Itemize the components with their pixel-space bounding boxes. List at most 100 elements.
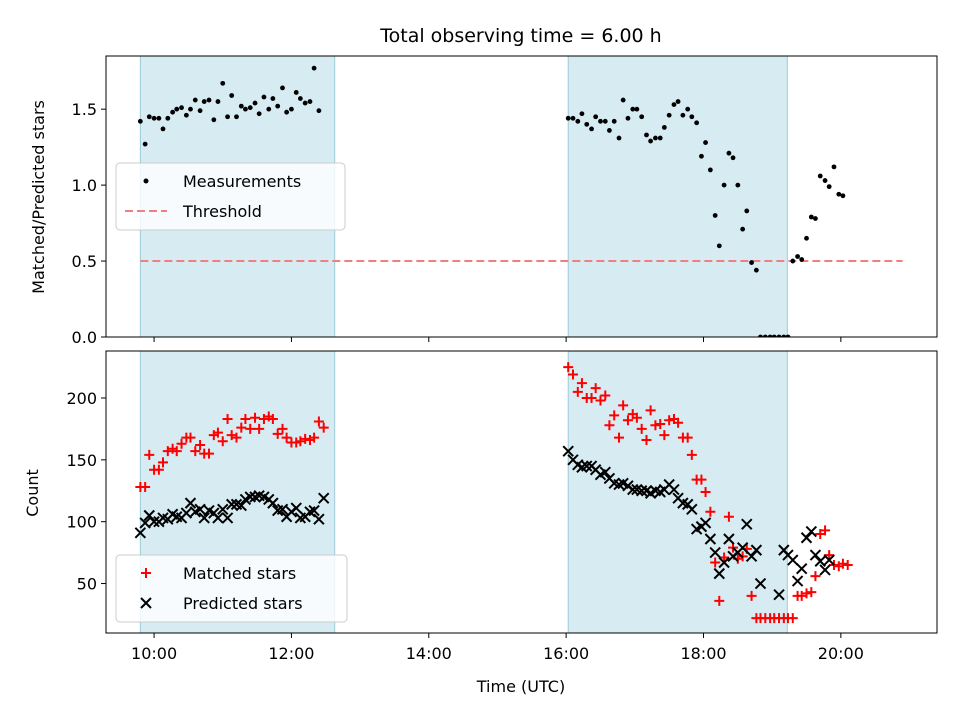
measurement-point (270, 96, 276, 101)
matched-point (806, 587, 817, 598)
matched-point (195, 440, 206, 450)
measurement-point (165, 115, 171, 121)
measurement-point (293, 90, 299, 95)
measurement-point (762, 334, 768, 337)
measurement-point (653, 135, 658, 141)
matched-point (650, 420, 661, 431)
predicted-point (823, 554, 835, 566)
predicted-point (741, 518, 753, 530)
measurement-point (735, 182, 741, 188)
matched-point (245, 423, 256, 434)
legend: Matched stars Predicted stars (115, 554, 348, 623)
measurement-point (137, 118, 143, 124)
legend-label: Predicted stars (183, 594, 303, 613)
measurement-point (799, 257, 805, 262)
matched-point (140, 482, 151, 493)
matched-point (631, 412, 642, 423)
matched-point (281, 432, 292, 443)
predicted-point (718, 556, 730, 569)
predicted-point (668, 483, 680, 496)
measurement-point (781, 334, 787, 337)
matched-point (277, 423, 288, 434)
measurement-point (776, 334, 782, 337)
series-matched-stars (135, 362, 853, 624)
measurement-point (598, 118, 603, 124)
x-axis-label: Time (UTC) (476, 677, 565, 696)
measurement-point (275, 103, 281, 109)
measurement-point (625, 115, 631, 121)
matched-point (614, 432, 625, 443)
predicted-point (581, 460, 593, 472)
measurement-point (661, 124, 667, 130)
matched-point (563, 362, 574, 373)
predicted-point (221, 512, 234, 524)
matched-point (185, 432, 196, 443)
matched-point (217, 436, 228, 447)
matched-point (719, 552, 730, 563)
matched-point (240, 414, 251, 425)
measurement-point (197, 108, 203, 114)
measurement-point (685, 106, 691, 112)
matched-point (820, 525, 831, 536)
measurement-point (822, 178, 828, 183)
predicted-point (736, 541, 749, 554)
y-tick-label: 1.0 (72, 176, 97, 195)
matched-point (609, 410, 620, 421)
matched-point (231, 432, 242, 443)
measurement-point (289, 106, 294, 112)
measurement-point (156, 115, 162, 121)
matched-point (576, 378, 587, 389)
predicted-point (773, 588, 785, 601)
predicted-point (244, 491, 256, 503)
x-tick-label: 14:00 (406, 644, 452, 663)
predicted-point (217, 503, 229, 516)
matched-point (700, 487, 711, 497)
measurement-point (565, 115, 571, 121)
measurement-point (699, 153, 704, 159)
measurement-point (712, 213, 718, 218)
legend-label: Threshold (182, 202, 262, 221)
measurement-point (211, 117, 217, 123)
y-tick-label: 150 (66, 451, 97, 470)
matched-point (171, 446, 182, 457)
y-tick-label: 200 (66, 389, 97, 408)
measurement-point (170, 109, 176, 115)
observing-window-2 (567, 56, 788, 337)
predicted-point (562, 445, 574, 457)
measurement-point (266, 106, 272, 112)
predicted-point (139, 517, 151, 529)
measurement-point (160, 126, 166, 132)
measurement-point (280, 85, 285, 91)
measurement-point (771, 334, 777, 337)
measurement-point (570, 115, 576, 121)
predicted-point (599, 466, 611, 478)
matched-point (746, 590, 757, 601)
measurement-point (256, 111, 262, 117)
predicted-point (225, 498, 238, 511)
y-tick-label: 0.0 (72, 328, 97, 347)
measurement-point (611, 118, 617, 124)
predicted-point (627, 483, 639, 496)
measurement-point (634, 106, 640, 112)
x-tick-label: 20:00 (818, 644, 864, 663)
predicted-point (194, 503, 206, 516)
measurement-point (192, 97, 198, 103)
count-panel: 50 100 150 200 10:00 12:00 14:00 16:00 18:00 20:0… (66, 350, 938, 663)
predicted-point (290, 502, 302, 514)
legend-label: Measurements (183, 172, 301, 191)
measurement-point (726, 150, 732, 156)
measurement-point (243, 106, 248, 112)
matched-point (714, 595, 725, 606)
matched-point (590, 383, 601, 394)
measurement-point (589, 126, 594, 132)
matched-point (824, 550, 835, 561)
measurement-point (247, 105, 253, 111)
measurement-point (785, 334, 791, 337)
measurement-point (284, 109, 290, 115)
measurement-point (183, 112, 189, 118)
matched-point (664, 415, 675, 426)
matched-point (300, 433, 311, 444)
measurement-point (740, 226, 746, 232)
measurement-point (657, 135, 663, 141)
predicted-point (318, 492, 330, 504)
